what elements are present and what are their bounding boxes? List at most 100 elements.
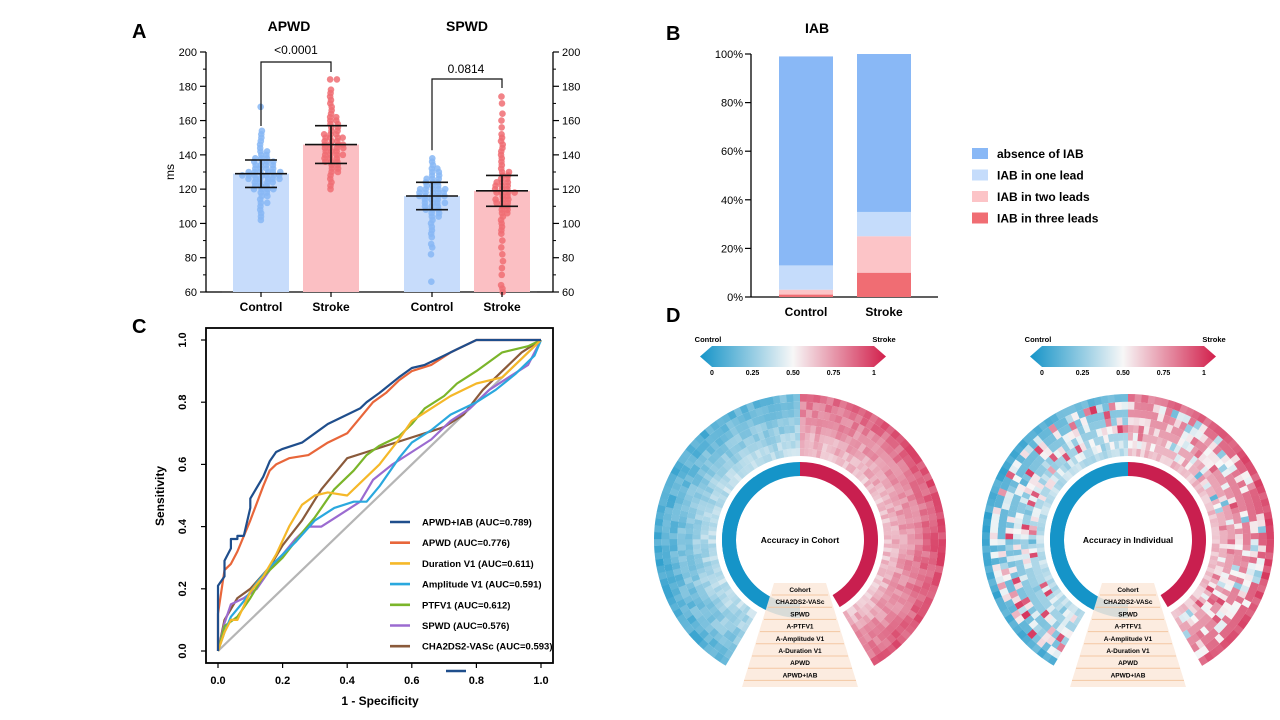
- d-heatmap-cell: [868, 462, 878, 472]
- d-heatmap-cell: [706, 588, 716, 598]
- d-heatmap-cell: [879, 489, 889, 498]
- d-heatmap-cell: [713, 505, 723, 513]
- d-heatmap-cell: [669, 487, 680, 497]
- d-heatmap-cell: [993, 569, 1003, 578]
- d-heatmap-cell: [718, 635, 728, 646]
- d-heatmap-cell: [825, 428, 833, 438]
- d-heatmap-cell: [1226, 548, 1235, 555]
- d-heatmap-cell: [1013, 544, 1022, 551]
- d-heatmap-cell: [773, 403, 782, 412]
- b-bar-segment-absence-of-iab: [857, 54, 911, 212]
- d-heatmap-cell: [1021, 458, 1032, 469]
- d-heatmap-cell: [1208, 431, 1219, 442]
- d-heatmap-cell: [706, 502, 716, 510]
- d-heatmap-cell: [863, 467, 872, 477]
- d-heatmap-cell: [1208, 464, 1219, 474]
- a-x-tick-label: Stroke: [312, 300, 350, 314]
- d-heatmap-cell: [1203, 437, 1214, 448]
- d-heatmap-cell: [890, 552, 899, 559]
- d-heatmap-cell: [1032, 584, 1042, 593]
- d-heatmap-cell: [1025, 588, 1035, 597]
- d-heatmap-cell: [1051, 648, 1062, 659]
- d-heatmap-cell: [1202, 417, 1213, 428]
- d-row-label: APWD: [790, 660, 810, 667]
- d-heatmap-cell: [670, 514, 680, 522]
- d-heatmap-cell: [1136, 440, 1143, 450]
- d-heatmap-cell: [1046, 592, 1056, 601]
- c-legend-label: APWD (AUC=0.776): [422, 538, 510, 549]
- d-heatmap-cell: [1050, 474, 1059, 484]
- d-heatmap-cell: [1050, 462, 1060, 472]
- d-heatmap-cell: [1029, 552, 1038, 559]
- d-heatmap-cell: [698, 638, 709, 650]
- d-heatmap-cell: [794, 424, 801, 433]
- d-heatmap-cell: [1190, 633, 1201, 643]
- d-heatmap-cell: [776, 442, 783, 451]
- d-heatmap-cell: [1012, 459, 1023, 470]
- d-heatmap-cell: [1034, 588, 1044, 598]
- d-heatmap-cell: [705, 445, 716, 456]
- d-heatmap-cell: [736, 470, 746, 480]
- d-heatmap-cell: [1186, 617, 1196, 627]
- c-x-axis-label: 1 - Specificity: [341, 694, 419, 708]
- a-right-tick-label: 200: [562, 47, 580, 59]
- d-heatmap-cell: [928, 485, 938, 495]
- d-heatmap-cell: [1078, 460, 1087, 470]
- a-data-point: [427, 250, 435, 258]
- d-heatmap-cell: [692, 610, 703, 620]
- d-heatmap-cell: [1239, 560, 1249, 569]
- d-heatmap-cell: [982, 518, 992, 527]
- d-heatmap-cell: [1022, 557, 1032, 565]
- d-heatmap-cell: [1055, 591, 1065, 600]
- d-heatmap-cell: [698, 499, 708, 507]
- d-heatmap-cell: [692, 539, 701, 545]
- d-heatmap-cell: [925, 569, 935, 579]
- d-heatmap-cell: [987, 577, 998, 587]
- d-heatmap-cell: [857, 433, 867, 444]
- d-heatmap-cell: [693, 548, 702, 555]
- d-heatmap-cell: [857, 473, 867, 482]
- d-heatmap-cell: [1218, 429, 1229, 440]
- d-heatmap-cell: [704, 435, 716, 446]
- d-heatmap-cell: [989, 525, 999, 533]
- d-heatmap-cell: [1006, 584, 1016, 594]
- d-heatmap-cell: [1046, 604, 1056, 614]
- panel-c-roc-chart: Sensitivity 1 - Specificity 0.00.00.20.2…: [153, 327, 554, 708]
- d-heatmap-cell: [1185, 443, 1195, 453]
- d-heatmap-cell: [1199, 626, 1210, 636]
- d-heatmap-cell: [706, 468, 717, 478]
- d-heatmap-cell: [1180, 430, 1190, 441]
- d-heatmap-cell: [1101, 403, 1110, 412]
- d-heatmap-cell: [1201, 577, 1210, 586]
- d-heatmap-cell: [691, 496, 701, 505]
- d-heatmap-cell: [1030, 597, 1041, 606]
- d-heatmap-cell: [1025, 468, 1035, 478]
- d-colorbar-right-label: Stroke: [1202, 335, 1225, 344]
- d-heatmap-cell: [1115, 409, 1123, 418]
- d-heatmap-cell: [793, 401, 801, 410]
- d-heatmap-cell: [1046, 635, 1056, 646]
- d-heatmap-cell: [899, 478, 909, 488]
- d-heatmap-cell: [1194, 588, 1204, 597]
- d-heatmap-cell: [1028, 547, 1038, 554]
- d-heatmap-cell: [714, 570, 724, 578]
- c-x-tick-label: 0.8: [469, 675, 484, 687]
- d-heatmap-cell: [687, 453, 698, 464]
- d-heatmap-cell: [1194, 599, 1204, 609]
- d-heatmap-cell: [1232, 512, 1241, 520]
- d-heatmap-cell: [698, 481, 708, 491]
- b-x-tick-label: Control: [785, 305, 828, 319]
- d-heatmap-cell: [1012, 474, 1023, 484]
- d-heatmap-cell: [1217, 520, 1227, 527]
- d-heatmap-cell: [1173, 462, 1182, 472]
- d-heatmap-cell: [730, 605, 740, 615]
- d-heatmap-cell: [982, 524, 991, 533]
- d-heatmap-cell: [906, 609, 917, 620]
- d-heatmap-cell: [1253, 500, 1263, 509]
- d-heatmap-cell: [778, 449, 785, 459]
- d-heatmap-cell: [1028, 539, 1037, 545]
- d-heatmap-cell: [1099, 419, 1107, 429]
- d-heatmap-cell: [870, 433, 881, 444]
- b-legend-swatch: [972, 212, 988, 224]
- d-heatmap-cell: [1020, 610, 1031, 620]
